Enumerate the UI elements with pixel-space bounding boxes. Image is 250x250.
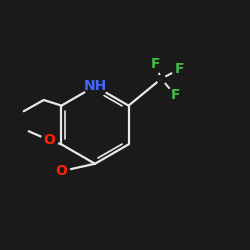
Text: F: F (150, 57, 160, 71)
Text: F: F (175, 62, 185, 76)
Text: F: F (170, 88, 180, 102)
Text: O: O (43, 133, 55, 147)
Text: NH: NH (84, 79, 106, 93)
Text: O: O (55, 164, 67, 178)
